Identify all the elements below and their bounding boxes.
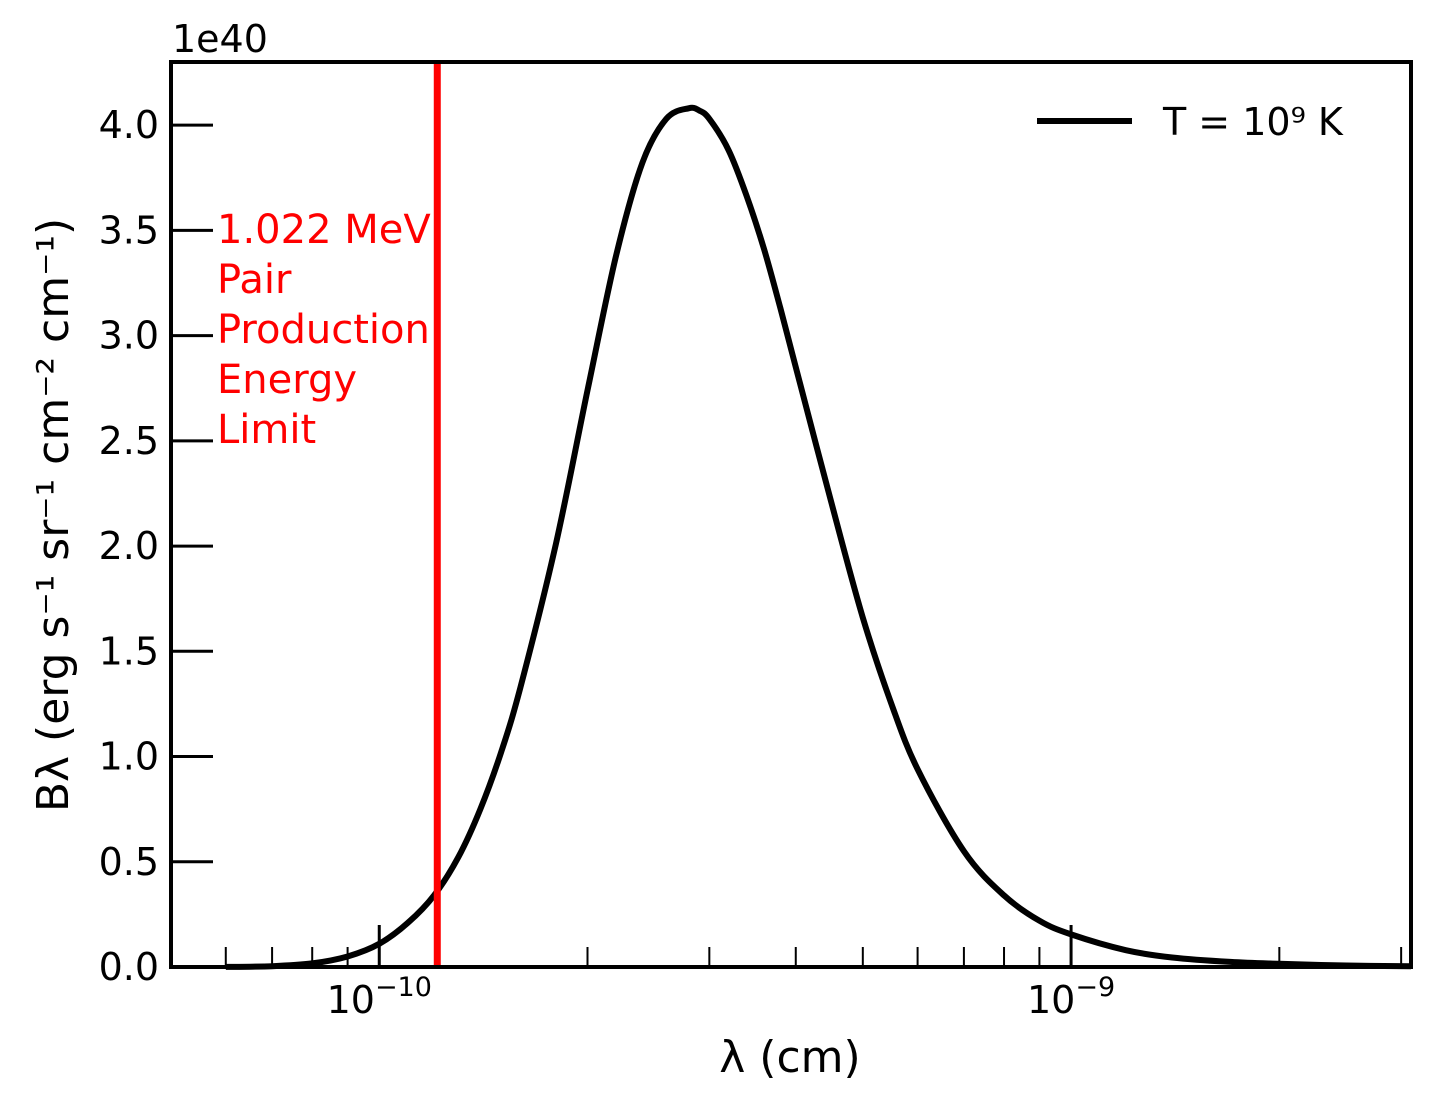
annotation-line: Production (217, 307, 430, 353)
y-tick-label: 1.5 (99, 629, 159, 673)
x-axis-ticks: 10−10 10−9 (224, 925, 1403, 1022)
y-axis-ticks: 0.0 0.5 1.0 1.5 2.0 2.5 3.0 3.5 4.0 (99, 103, 213, 989)
legend: T = 10⁹ K (1037, 100, 1344, 144)
x-tick-label: 10−9 (1027, 972, 1115, 1022)
annotation-line: Pair (217, 257, 292, 303)
y-tick-label: 4.0 (99, 103, 159, 147)
y-tick-label: 0.5 (99, 840, 159, 884)
y-tick-label: 0.0 (99, 945, 159, 989)
annotation-line: Energy (217, 357, 357, 403)
y-offset-text: 1e40 (172, 17, 268, 61)
plot-frame (169, 60, 1413, 969)
y-tick-label: 3.0 (99, 314, 159, 358)
x-axis-label: λ (cm) (719, 1032, 860, 1083)
annotation-line: Limit (217, 407, 316, 453)
y-axis-label: Bλ (erg s⁻¹ sr⁻¹ cm⁻² cm⁻¹) (28, 218, 79, 812)
annotation-line: 1.022 MeV (217, 207, 431, 253)
y-tick-label: 2.0 (99, 524, 159, 568)
series-line (225, 104, 1412, 970)
y-tick-label: 3.5 (99, 208, 159, 252)
legend-label: T = 10⁹ K (1162, 100, 1344, 144)
x-tick-label: 10−10 (327, 972, 432, 1022)
y-tick-label: 1.0 (99, 735, 159, 779)
y-tick-label: 2.5 (99, 419, 159, 463)
